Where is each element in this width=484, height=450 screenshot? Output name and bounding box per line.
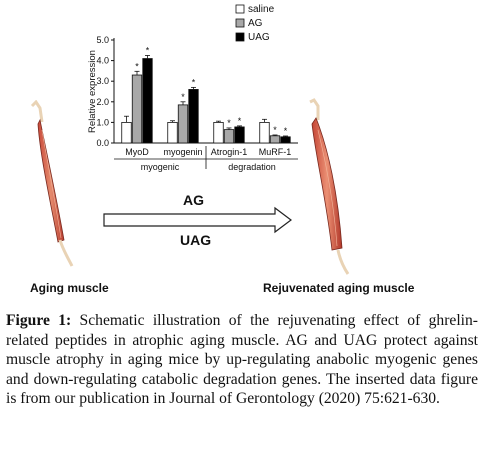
arrow-bottom-label: UAG (180, 232, 212, 248)
significance-marker: * (284, 126, 288, 136)
significance-marker: * (192, 77, 196, 87)
y-tick-label: 3.0 (96, 76, 109, 86)
group-label: myogenic (141, 162, 180, 172)
data-figure: 0.0 1.0 2.0 3.0 4.0 5.0 Relative expression * * M… (87, 4, 298, 172)
aging-muscle-label: Aging muscle (30, 281, 109, 295)
caption-text: Schematic illustration of the rejuvenati… (6, 312, 478, 407)
group-label: degradation (228, 162, 276, 172)
bar-ag-myod (131, 74, 143, 144)
bar-saline-murf-1 (259, 122, 270, 144)
legend-swatch-ag (235, 18, 245, 28)
category-label: MyoD (125, 147, 149, 157)
arrow-top-label: AG (183, 192, 204, 208)
category-label: Atrogin-1 (211, 147, 248, 157)
caption-label: Figure 1: (6, 312, 72, 329)
significance-marker: * (273, 125, 277, 135)
aging-muscle-illustration (30, 100, 74, 267)
y-axis-label: Relative expression (87, 50, 98, 133)
category-label: MuRF-1 (259, 147, 292, 157)
bar-saline-myogenin (167, 122, 178, 144)
transition-arrow (103, 206, 292, 234)
bar-saline-atrogin-1 (213, 122, 224, 144)
significance-marker: * (181, 92, 185, 102)
y-tick-label: 0.0 (96, 138, 109, 148)
figure-caption: Figure 1: Schematic illustration of the … (6, 311, 478, 409)
y-tick-label: 1.0 (96, 117, 109, 127)
legend-swatch-saline (235, 4, 245, 14)
legend-swatch-uag (235, 32, 245, 42)
significance-marker: * (227, 118, 231, 128)
rejuvenated-muscle-illustration (309, 98, 350, 275)
bar-ag-atrogin-1 (223, 129, 235, 144)
bar-saline-myod (121, 122, 132, 144)
y-tick-label: 5.0 (96, 35, 109, 45)
bar-uag-atrogin-1 (234, 126, 245, 144)
significance-marker: * (146, 45, 150, 55)
bar-uag-myod (142, 58, 153, 144)
bar-uag-murf-1 (280, 136, 291, 144)
significance-marker: * (135, 61, 139, 71)
bar-uag-myogenin (188, 89, 199, 144)
y-tick-label: 2.0 (96, 97, 109, 107)
legend-label: saline (248, 4, 275, 15)
bar-ag-murf-1 (269, 135, 281, 144)
category-label: myogenin (163, 147, 202, 157)
bar-ag-myogenin (177, 104, 189, 144)
y-tick-label: 4.0 (96, 56, 109, 66)
significance-marker: * (238, 116, 242, 126)
legend-label: AG (248, 18, 263, 29)
legend-label: UAG (248, 32, 270, 43)
rejuvenated-muscle-label: Rejuvenated aging muscle (263, 281, 415, 295)
